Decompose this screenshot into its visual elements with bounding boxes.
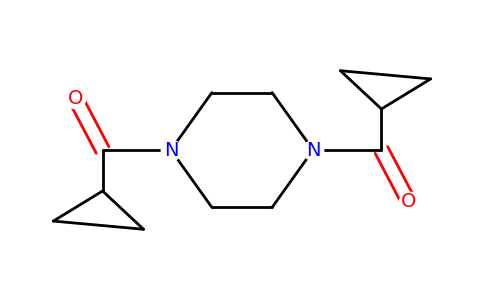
Text: O: O xyxy=(68,88,83,108)
Text: N: N xyxy=(306,140,320,160)
Text: N: N xyxy=(164,140,178,160)
Text: O: O xyxy=(401,192,416,212)
